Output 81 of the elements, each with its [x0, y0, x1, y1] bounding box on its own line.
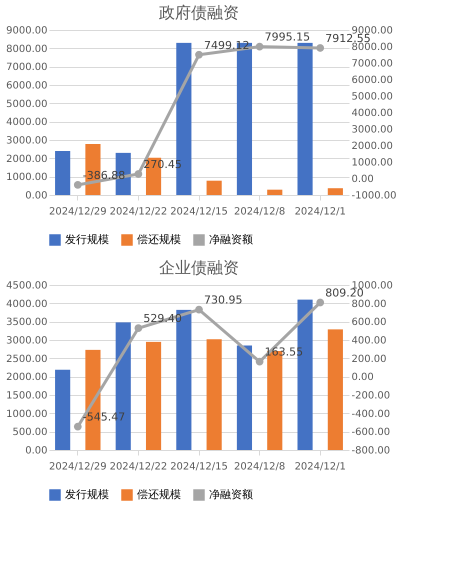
y-tick-label: 7000.00: [6, 62, 48, 74]
y-tick-label: 3500.00: [6, 317, 48, 328]
y-tick-label: 500.00: [12, 427, 48, 438]
chart-title: 企业债融资: [159, 258, 239, 277]
x-tick-label: 2024/12/15: [170, 206, 228, 218]
bar: [146, 342, 162, 450]
y-tick-label: 0.00: [25, 446, 48, 456]
legend-label: 净融资额: [209, 488, 253, 501]
y2-tick-label: -400.00: [352, 408, 390, 420]
y-tick-label: 4500.00: [6, 280, 48, 292]
y2-tick-label: 2000.00: [352, 141, 393, 152]
y2-tick-label: 7000.00: [352, 58, 393, 70]
y2-tick-label: -200.00: [352, 390, 390, 402]
y2-tick-label: 200.00: [352, 354, 386, 365]
x-tick-label: 2024/12/15: [170, 462, 228, 472]
y2-tick-label: 0.00: [352, 372, 374, 384]
legend-label: 发行规模: [65, 233, 109, 246]
chart-title: 政府债融资: [159, 3, 239, 22]
y-tick-label: 1000.00: [6, 408, 48, 420]
y-tick-label: 2000.00: [6, 372, 48, 384]
x-tick-label: 2024/12/1: [294, 206, 346, 218]
x-tick-label: 2024/12/8: [234, 462, 286, 472]
y2-tick-label: 3000.00: [352, 124, 393, 136]
y2-tick-label: -600.00: [352, 427, 390, 438]
point: [256, 358, 264, 366]
bar: [236, 346, 252, 450]
y2-tick-label: 5000.00: [352, 92, 393, 102]
point: [134, 324, 142, 332]
x-tick-label: 2024/12/22: [110, 206, 168, 218]
x-tick-label: 2024/12/29: [48, 462, 107, 472]
y-tick-label: 0.00: [25, 190, 48, 202]
y2-tick-label: -800.00: [352, 446, 390, 456]
x-tick-label: 2024/12/29: [48, 206, 107, 218]
y2-tick-label: 400.00: [352, 336, 386, 346]
y-tick-label: 2500.00: [6, 354, 48, 365]
bar: [206, 180, 222, 195]
legend-label: 净融资额: [209, 233, 253, 246]
point: [74, 422, 82, 431]
x-tick-label: 2024/12/22: [110, 462, 168, 472]
y-tick-label: 4000.00: [6, 298, 48, 310]
x-tick-label: 2024/12/8: [234, 206, 286, 218]
bar: [206, 339, 222, 450]
bar: [328, 188, 343, 195]
legend-label: 偿还规模: [137, 233, 181, 246]
point: [256, 42, 264, 50]
data-label: 270.45: [143, 158, 182, 172]
point: [74, 181, 82, 189]
legend-label: 偿还规模: [137, 488, 181, 501]
y-tick-label: 5000.00: [6, 98, 48, 110]
y2-tick-label: 800.00: [352, 298, 386, 310]
y-tick-label: 4000.00: [6, 117, 48, 128]
data-label: 730.95: [204, 294, 242, 307]
y2-tick-label: 6000.00: [352, 75, 393, 86]
point: [134, 170, 142, 178]
bar: [328, 329, 343, 450]
y2-tick-label: -1000.00: [352, 190, 396, 202]
y-tick-label: 8000.00: [6, 44, 48, 55]
y2-tick-label: 1000.00: [352, 158, 393, 168]
bar: [55, 151, 70, 195]
y2-tick-label: 8000.00: [352, 42, 393, 53]
point: [195, 306, 203, 314]
point: [316, 44, 324, 52]
legend-label: 发行规模: [65, 488, 109, 501]
y-tick-label: 3000.00: [6, 336, 48, 346]
y-tick-label: 2000.00: [6, 154, 48, 165]
y-tick-label: 1000.00: [6, 172, 48, 184]
data-label: 7995.15: [264, 30, 310, 44]
point: [316, 298, 324, 306]
bar: [55, 370, 70, 450]
x-tick-label: 2024/12/1: [294, 462, 346, 472]
bar: [267, 190, 282, 195]
data-label: -545.47: [82, 410, 126, 424]
bar: [297, 42, 313, 195]
y-tick-label: 1500.00: [6, 390, 48, 402]
y2-tick-label: 4000.00: [352, 108, 393, 119]
y2-tick-label: 600.00: [352, 317, 386, 328]
point: [195, 50, 203, 59]
y-tick-label: 3000.00: [6, 136, 48, 146]
y2-tick-label: 0.00: [352, 174, 374, 185]
y-tick-label: 6000.00: [6, 80, 48, 92]
y-tick-label: 9000.00: [6, 26, 48, 36]
